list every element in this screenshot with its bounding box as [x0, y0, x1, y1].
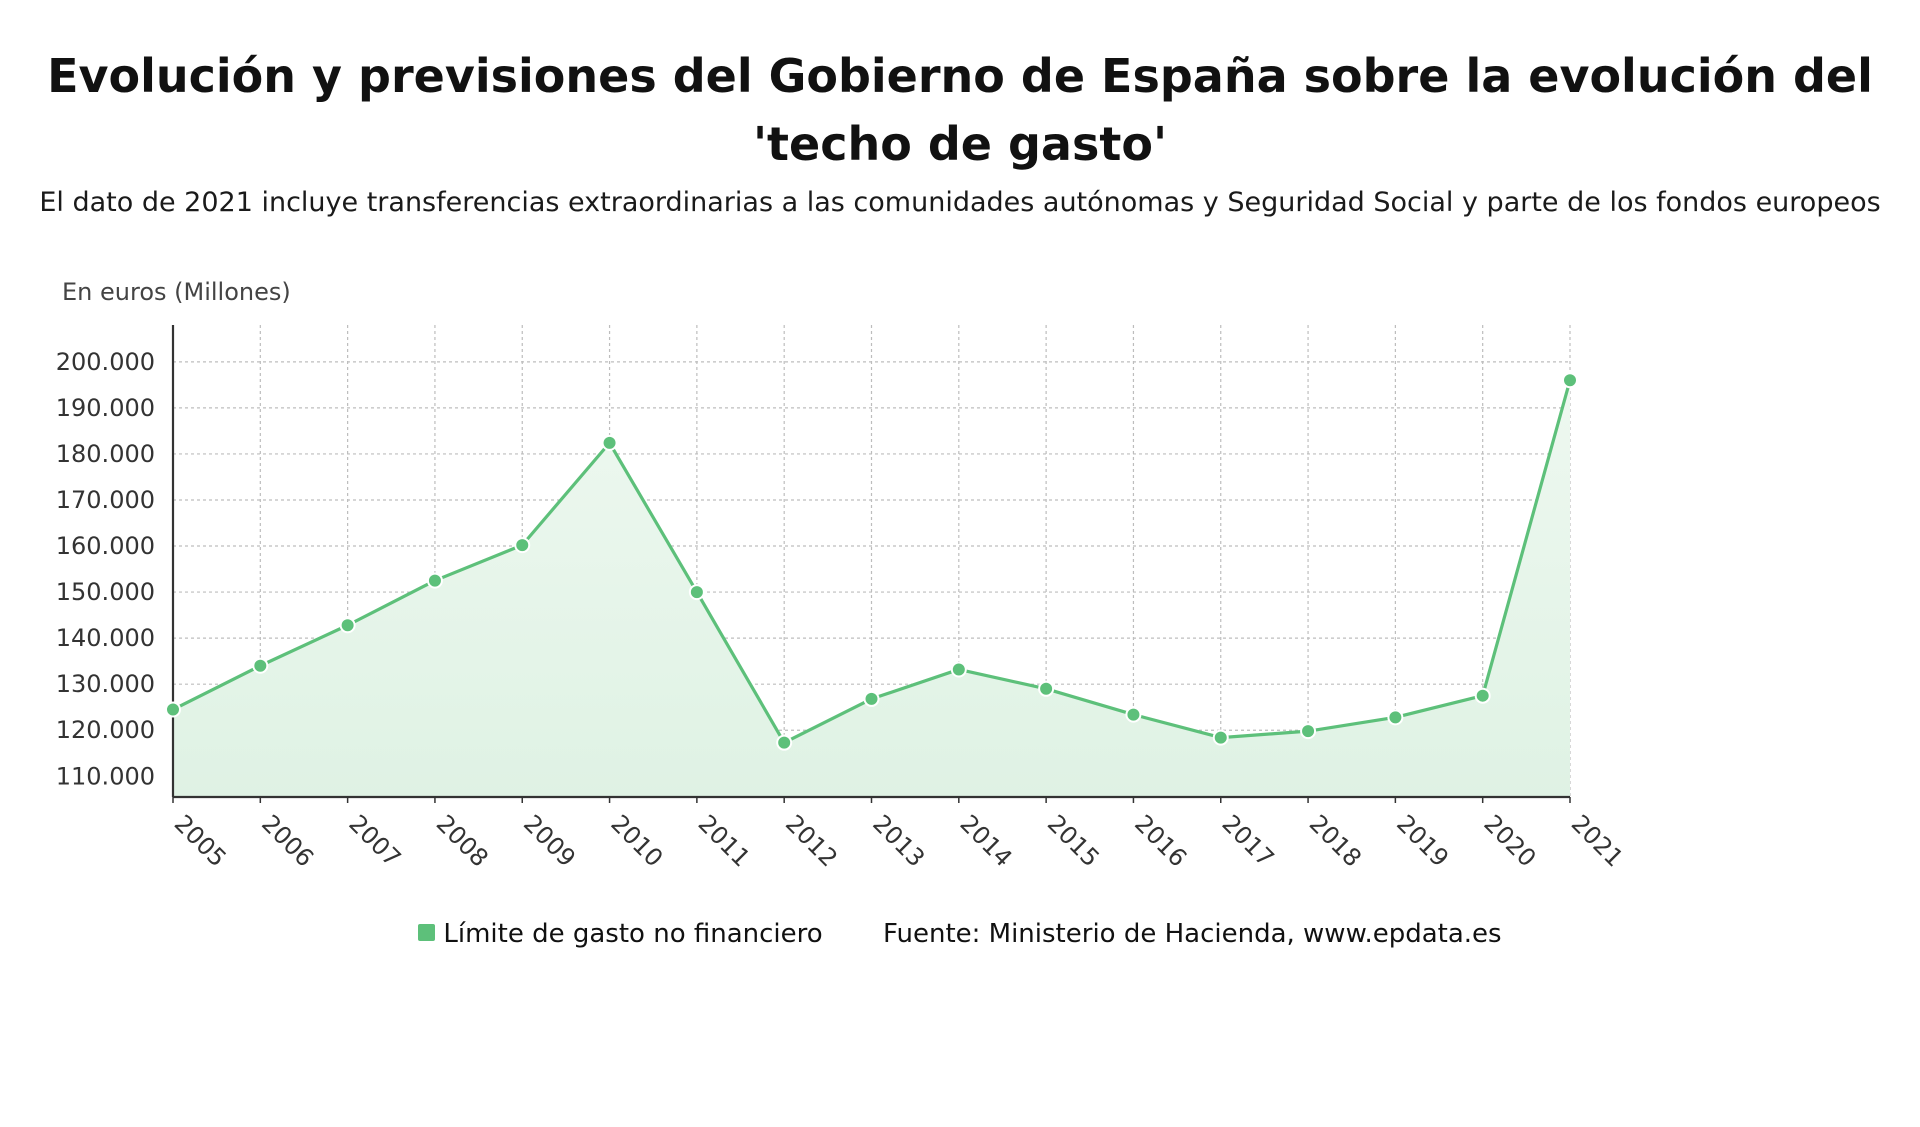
data-point[interactable] — [1474, 687, 1491, 704]
data-point[interactable] — [1300, 723, 1317, 740]
data-point[interactable] — [1387, 709, 1404, 726]
data-point[interactable] — [950, 661, 967, 678]
y-tick-label: 110.000 — [56, 762, 155, 790]
x-tick-label: 2018 — [1304, 809, 1367, 872]
data-point[interactable] — [1562, 372, 1578, 389]
chart-title: Evolución y previsiones del Gobierno de … — [47, 49, 1873, 171]
data-point[interactable] — [339, 617, 356, 634]
x-tick-label: 2017 — [1217, 809, 1280, 872]
x-tick-label: 2008 — [431, 809, 494, 872]
y-axis-unit-label: En euros (Millones) — [62, 278, 291, 306]
axes — [171, 325, 1571, 803]
y-tick-label: 160.000 — [56, 532, 155, 560]
data-point[interactable] — [1212, 729, 1229, 746]
data-points — [165, 372, 1578, 751]
x-tick-label: 2013 — [867, 809, 930, 872]
y-tick-label: 200.000 — [56, 348, 155, 376]
y-tick-label: 180.000 — [56, 440, 155, 468]
y-axis-ticks: 110.000 120.000 130.000 140.000 150.000 160.0… — [56, 348, 155, 790]
legend-item[interactable]: Límite de gasto no financiero — [418, 918, 823, 949]
legend-swatch — [418, 923, 436, 941]
legend: Límite de gasto no financiero Fuente: Mi… — [0, 918, 1920, 949]
data-point[interactable] — [1125, 706, 1142, 723]
y-tick-label: 170.000 — [56, 486, 155, 514]
y-tick-label: 190.000 — [56, 394, 155, 422]
x-tick-label: 2019 — [1391, 809, 1454, 872]
x-tick-label: 2014 — [955, 809, 1018, 872]
x-tick-label: 2015 — [1042, 809, 1105, 872]
area-layer — [172, 379, 1572, 797]
x-tick-label: 2009 — [518, 809, 581, 872]
y-tick-label: 120.000 — [56, 716, 155, 744]
x-tick-label: 2010 — [605, 809, 668, 872]
data-point[interactable] — [863, 690, 880, 707]
y-tick-label: 150.000 — [56, 578, 155, 606]
data-point[interactable] — [165, 701, 181, 718]
x-tick-label: 2021 — [1566, 809, 1629, 872]
data-point[interactable] — [776, 734, 793, 751]
data-point[interactable] — [1038, 680, 1055, 697]
x-tick-label: 2012 — [780, 809, 843, 872]
x-tick-label: 2006 — [256, 809, 319, 872]
y-tick-label: 140.000 — [56, 624, 155, 652]
series-area — [173, 380, 1570, 797]
data-point[interactable] — [252, 657, 269, 674]
data-point[interactable] — [688, 584, 705, 601]
chart-subtitle: El dato de 2021 incluye transferencias e… — [39, 187, 1881, 218]
x-axis-ticks: 2005 2006 2007 2008 2009 2010 2011 2012 2013 2014… — [169, 809, 1629, 872]
x-tick-label: 2016 — [1129, 809, 1192, 872]
data-point[interactable] — [601, 434, 618, 451]
data-point[interactable] — [426, 572, 443, 589]
y-tick-label: 130.000 — [56, 670, 155, 698]
legend-series-label: Límite de gasto no financiero — [443, 918, 823, 949]
x-tick-label: 2011 — [693, 809, 756, 872]
source-note: Fuente: Ministerio de Hacienda, www.epda… — [882, 918, 1502, 949]
x-tick-label: 2005 — [169, 809, 232, 872]
x-tick-label: 2007 — [343, 809, 406, 872]
x-tick-label: 2020 — [1478, 809, 1541, 872]
data-point[interactable] — [514, 537, 531, 554]
